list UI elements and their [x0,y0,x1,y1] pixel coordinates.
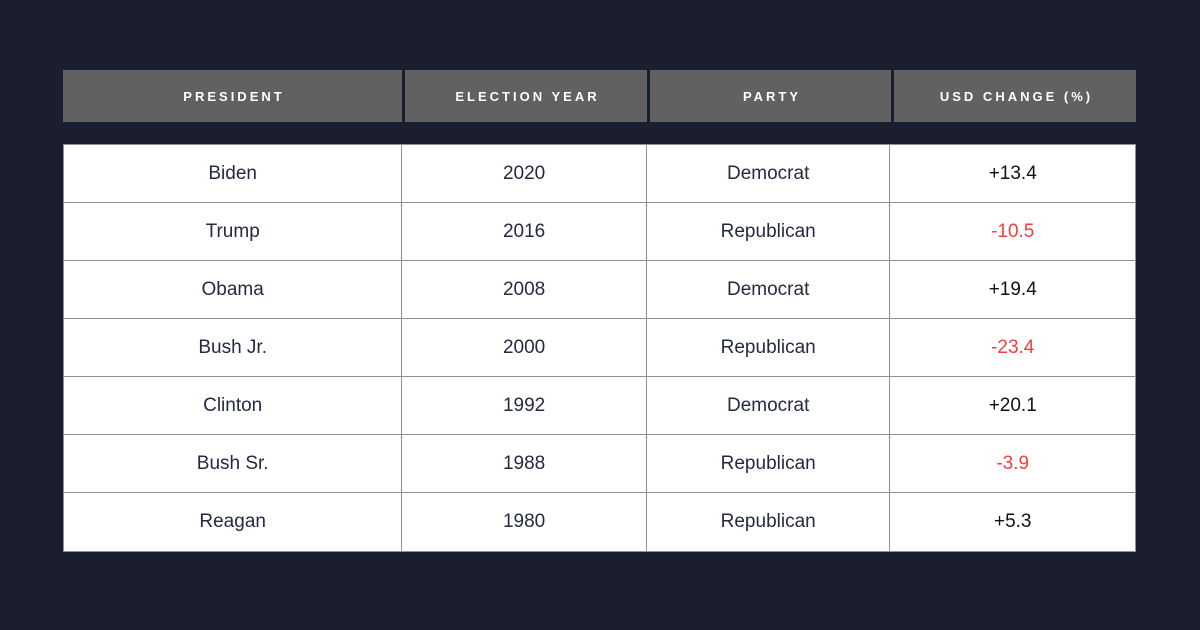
usd-change-cell: -23.4 [890,319,1135,376]
table-body: Biden 2020 Democrat +13.4 Trump 2016 Rep… [63,144,1136,552]
election-year-cell: 2020 [402,145,647,202]
president-cell: Biden [64,145,403,202]
table-row: Reagan 1980 Republican +5.3 [64,493,1135,551]
party-cell: Democrat [646,261,891,318]
election-year-cell: 1992 [402,377,647,434]
president-cell: Bush Jr. [64,319,403,376]
president-cell: Trump [64,203,403,260]
table-row: Biden 2020 Democrat +13.4 [64,145,1135,203]
usd-change-cell: -10.5 [890,203,1135,260]
presidents-usd-table: PRESIDENT ELECTION YEAR PARTY USD CHANGE… [63,70,1136,552]
usd-change-cell: -3.9 [890,435,1135,492]
column-header-president: PRESIDENT [63,70,402,122]
president-cell: Obama [64,261,403,318]
president-cell: Reagan [64,493,403,551]
election-year-cell: 1988 [402,435,647,492]
election-year-cell: 2016 [402,203,647,260]
table-row: Bush Sr. 1988 Republican -3.9 [64,435,1135,493]
table-row: Bush Jr. 2000 Republican -23.4 [64,319,1135,377]
table-row: Trump 2016 Republican -10.5 [64,203,1135,261]
party-cell: Republican [646,203,891,260]
party-cell: Democrat [646,377,891,434]
table-row: Clinton 1992 Democrat +20.1 [64,377,1135,435]
election-year-cell: 1980 [402,493,647,551]
usd-change-cell: +19.4 [890,261,1135,318]
election-year-cell: 2008 [402,261,647,318]
usd-change-cell: +5.3 [890,493,1135,551]
party-cell: Republican [646,435,891,492]
table-header-row: PRESIDENT ELECTION YEAR PARTY USD CHANGE… [63,70,1136,122]
column-header-usd-change: USD CHANGE (%) [891,70,1136,122]
usd-change-cell: +13.4 [890,145,1135,202]
election-year-cell: 2000 [402,319,647,376]
table-row: Obama 2008 Democrat +19.4 [64,261,1135,319]
usd-change-cell: +20.1 [890,377,1135,434]
president-cell: Bush Sr. [64,435,403,492]
party-cell: Republican [646,493,891,551]
president-cell: Clinton [64,377,403,434]
party-cell: Republican [646,319,891,376]
column-header-party: PARTY [647,70,891,122]
column-header-election-year: ELECTION YEAR [402,70,647,122]
party-cell: Democrat [646,145,891,202]
